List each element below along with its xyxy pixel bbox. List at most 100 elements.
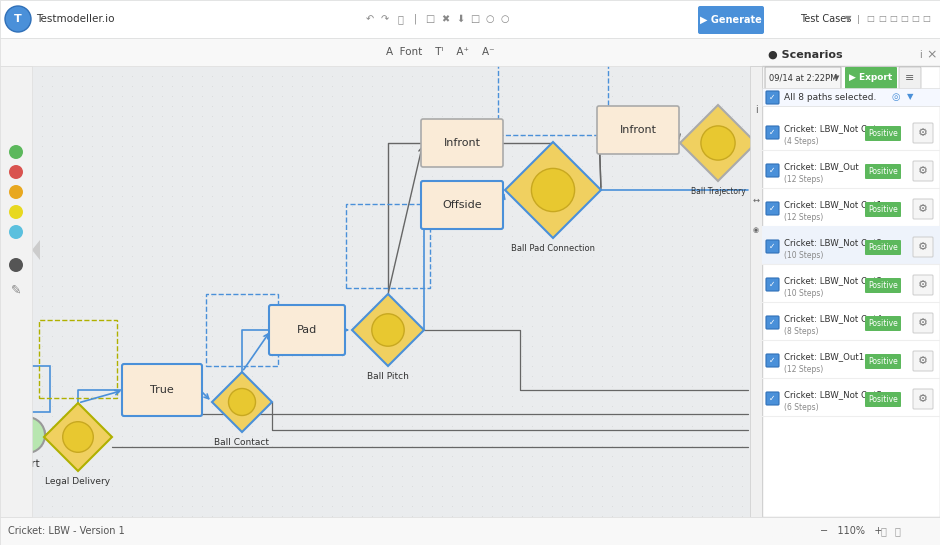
Polygon shape: [352, 294, 424, 366]
Circle shape: [531, 168, 574, 211]
Text: (8 Steps): (8 Steps): [784, 326, 819, 336]
Text: ✓: ✓: [769, 318, 776, 326]
Bar: [206, 294, 278, 366]
Bar: [762, 66, 940, 517]
Bar: [750, 66, 762, 517]
FancyBboxPatch shape: [865, 202, 901, 217]
Text: Ball Pad Connection: Ball Pad Connection: [511, 244, 595, 253]
Text: Pad: Pad: [297, 325, 317, 335]
Bar: [0, 517, 940, 545]
FancyBboxPatch shape: [865, 126, 901, 141]
Text: Positive: Positive: [869, 281, 898, 289]
FancyBboxPatch shape: [913, 275, 933, 295]
Text: ⚙: ⚙: [918, 356, 928, 366]
Text: Ball Pitch: Ball Pitch: [367, 372, 409, 381]
FancyBboxPatch shape: [865, 164, 901, 179]
Text: Cricket: LBW_Not Out3: Cricket: LBW_Not Out3: [784, 276, 882, 286]
FancyBboxPatch shape: [913, 313, 933, 333]
FancyBboxPatch shape: [913, 199, 933, 219]
Text: Positive: Positive: [869, 129, 898, 137]
Bar: [346, 204, 430, 288]
Bar: [0, 0, 940, 38]
Text: i: i: [755, 105, 758, 115]
Text: ✓: ✓: [769, 280, 776, 288]
Text: ◉: ◉: [753, 227, 760, 233]
FancyBboxPatch shape: [766, 392, 779, 405]
Text: ⚙: ⚙: [918, 242, 928, 252]
Text: ×: ×: [927, 49, 937, 62]
Circle shape: [9, 205, 23, 219]
Text: Cricket: LBW_Not Out1: Cricket: LBW_Not Out1: [784, 201, 882, 209]
Text: ○: ○: [501, 14, 509, 24]
Text: ▼: ▼: [845, 15, 852, 23]
Circle shape: [228, 389, 256, 415]
Text: ✓: ✓: [769, 93, 776, 102]
Bar: [498, 25, 608, 135]
Text: |: |: [414, 14, 416, 24]
Text: ○: ○: [486, 14, 494, 24]
Text: ✓: ✓: [769, 393, 776, 403]
Text: ✓: ✓: [769, 203, 776, 213]
Text: ⚙: ⚙: [918, 394, 928, 404]
Text: ▼: ▼: [835, 75, 839, 81]
Text: ▼: ▼: [907, 93, 914, 101]
Text: ◎: ◎: [892, 92, 901, 102]
Text: (10 Steps): (10 Steps): [784, 288, 823, 298]
FancyBboxPatch shape: [421, 119, 503, 167]
Text: ⚙: ⚙: [918, 280, 928, 290]
Text: Cricket: LBW_Not Out2: Cricket: LBW_Not Out2: [784, 239, 882, 247]
Bar: [0, 66, 32, 517]
Text: ⭯: ⭯: [397, 14, 403, 24]
FancyBboxPatch shape: [766, 91, 779, 104]
Text: Ball Contact: Ball Contact: [214, 438, 270, 447]
Text: Positive: Positive: [869, 356, 898, 366]
Polygon shape: [32, 240, 40, 260]
FancyBboxPatch shape: [766, 126, 779, 139]
Text: True: True: [150, 385, 174, 395]
Circle shape: [9, 185, 23, 199]
Polygon shape: [680, 105, 756, 181]
Text: Offside: Offside: [442, 200, 482, 210]
Text: ⬇: ⬇: [456, 14, 464, 24]
Text: i: i: [918, 50, 921, 60]
Text: ⬜: ⬜: [894, 526, 900, 536]
Text: □: □: [866, 15, 874, 23]
Text: ≡: ≡: [905, 73, 915, 83]
Text: A  Font    Tᴵ    A⁺    A⁻: A Font Tᴵ A⁺ A⁻: [385, 47, 494, 57]
Text: Cricket: LBW_Not Out4: Cricket: LBW_Not Out4: [784, 314, 882, 324]
FancyBboxPatch shape: [913, 161, 933, 181]
Text: Cricket: LBW_Not Out5: Cricket: LBW_Not Out5: [784, 391, 882, 399]
FancyBboxPatch shape: [865, 278, 901, 293]
Text: Positive: Positive: [869, 204, 898, 214]
Circle shape: [9, 225, 23, 239]
Text: □: □: [470, 14, 479, 24]
Circle shape: [9, 145, 23, 159]
Text: (4 Steps): (4 Steps): [784, 136, 819, 146]
FancyBboxPatch shape: [766, 278, 779, 291]
Text: Positive: Positive: [869, 243, 898, 251]
Circle shape: [5, 6, 31, 32]
Text: □: □: [911, 15, 919, 23]
Text: ⚙: ⚙: [918, 166, 928, 176]
Text: ✎: ✎: [10, 283, 22, 296]
Text: Positive: Positive: [869, 395, 898, 403]
Bar: [4, 366, 50, 412]
FancyBboxPatch shape: [865, 354, 901, 369]
Text: Legal Delivery: Legal Delivery: [45, 477, 111, 486]
FancyBboxPatch shape: [845, 67, 897, 89]
FancyBboxPatch shape: [597, 106, 679, 154]
Text: ● Scenarios: ● Scenarios: [768, 50, 842, 60]
FancyBboxPatch shape: [913, 389, 933, 409]
Text: −   110%   +: − 110% +: [820, 526, 883, 536]
Circle shape: [9, 417, 45, 453]
Text: ⚙: ⚙: [918, 204, 928, 214]
FancyBboxPatch shape: [766, 316, 779, 329]
Circle shape: [701, 126, 735, 160]
Polygon shape: [505, 142, 601, 238]
Text: ▶ Generate: ▶ Generate: [700, 15, 762, 25]
Text: (12 Steps): (12 Steps): [784, 174, 823, 184]
Text: Cricket: LBW_Not Out: Cricket: LBW_Not Out: [784, 124, 877, 134]
FancyBboxPatch shape: [698, 6, 764, 34]
Text: □: □: [878, 15, 885, 23]
FancyBboxPatch shape: [765, 67, 841, 89]
